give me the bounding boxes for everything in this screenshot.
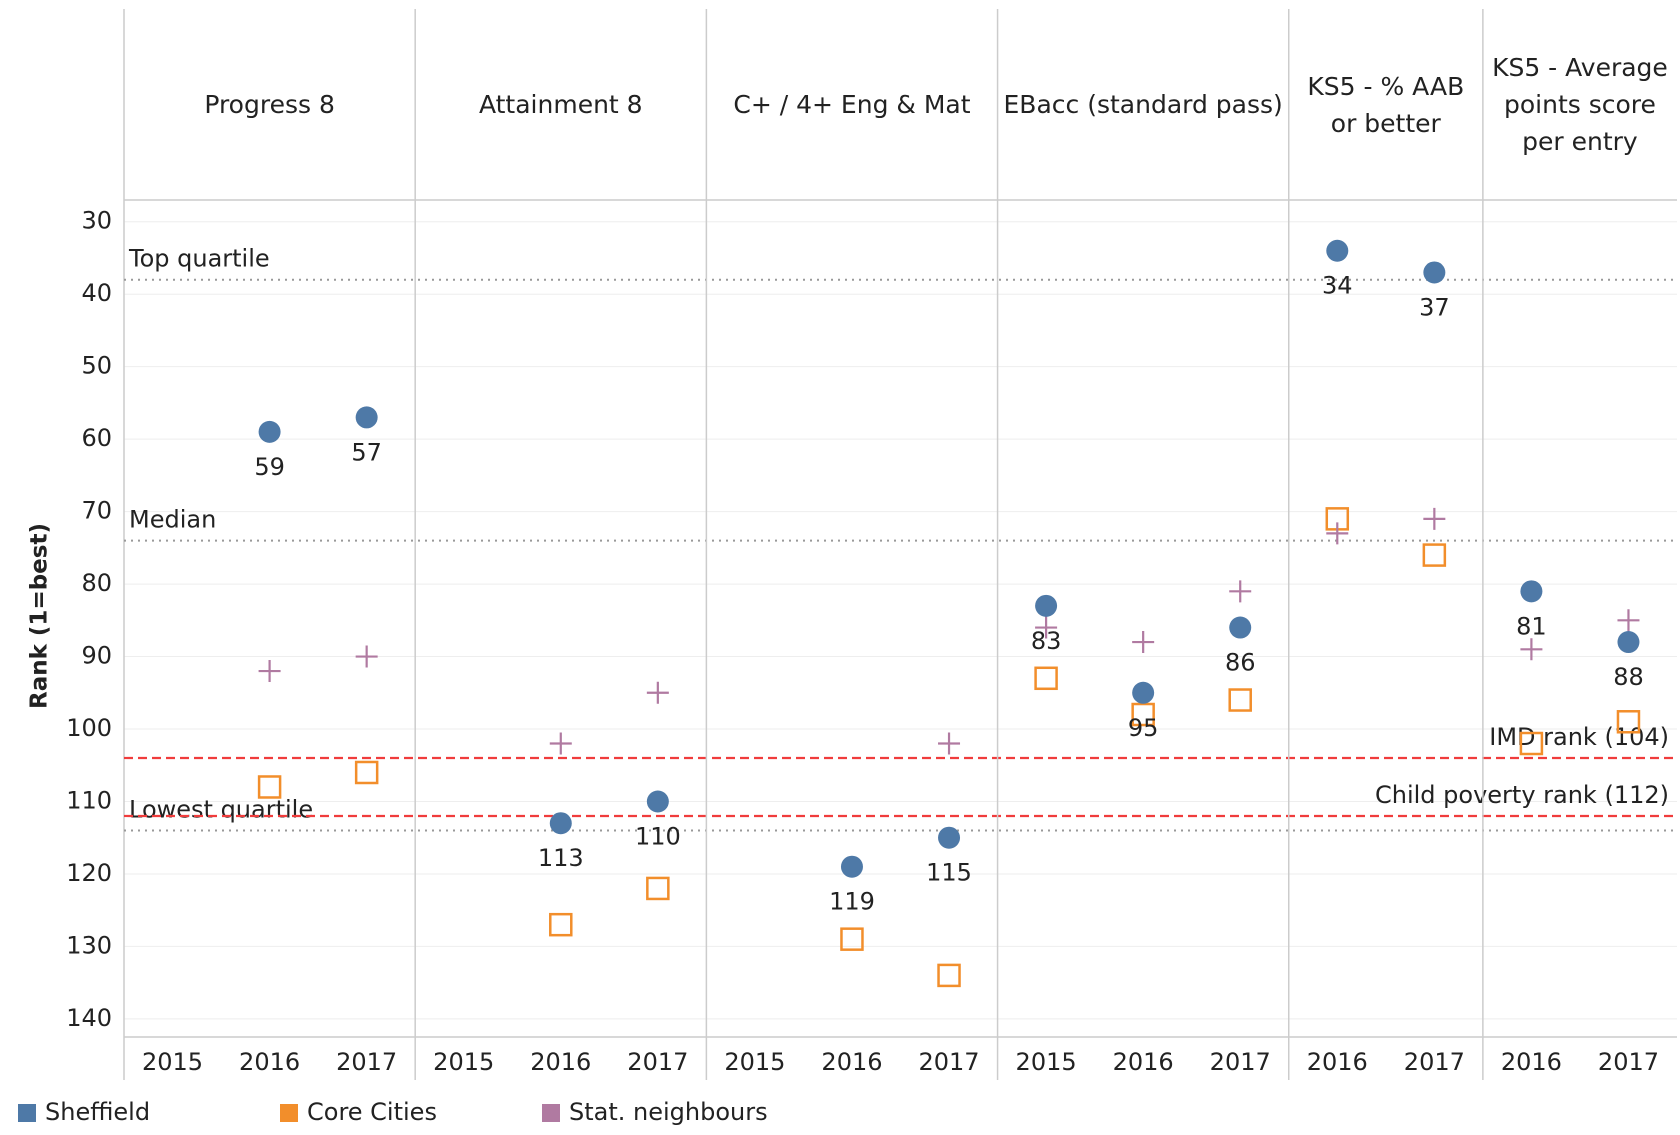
data-label: 37: [1419, 293, 1450, 321]
core-cities-marker: [1616, 710, 1641, 734]
x-tick-label: 2016: [530, 1048, 591, 1076]
reference-label: IMD rank (104): [1489, 723, 1669, 751]
y-tick-label: 100: [66, 714, 112, 742]
data-label: 119: [829, 888, 875, 916]
panel-title: C+ / 4+ Eng & Mat: [733, 90, 971, 119]
sheffield-marker: [1617, 631, 1640, 654]
sheffield-marker: [1520, 580, 1543, 603]
legend-label: Core Cities: [307, 1098, 437, 1126]
data-label: 57: [351, 438, 382, 466]
sheffield-marker: [1229, 616, 1252, 639]
sheffield-marker: [1132, 681, 1155, 704]
data-label: 95: [1128, 714, 1159, 742]
data-label: 59: [254, 453, 285, 481]
x-tick-label: 2017: [918, 1048, 979, 1076]
core-cities-marker: [646, 876, 670, 901]
panel-title: KS5 - Average points score per entry: [1492, 53, 1668, 156]
core-cities-marker: [1034, 666, 1058, 691]
panel-title: KS5 - % AAB or better: [1307, 71, 1465, 138]
stat-neighbours-marker: [938, 732, 961, 755]
x-tick-label: 2015: [1016, 1048, 1077, 1076]
sheffield-marker: [646, 790, 669, 813]
sheffield-marker: [1423, 261, 1446, 284]
data-label: 34: [1322, 272, 1353, 300]
legend-swatch: [280, 1104, 298, 1122]
stat-neighbours-marker: [1617, 609, 1640, 632]
x-tick-label: 2016: [1501, 1048, 1562, 1076]
sheffield-marker: [840, 855, 863, 878]
sheffield-marker: [258, 420, 281, 443]
stat-neighbours-marker: [646, 681, 669, 704]
x-tick-label: 2017: [1210, 1048, 1271, 1076]
stat-neighbours-marker: [355, 645, 378, 668]
data-label: 113: [538, 844, 584, 872]
reference-label: Child poverty rank (112): [1375, 781, 1669, 809]
y-tick-label: 80: [81, 569, 112, 597]
data-label: 86: [1225, 649, 1256, 677]
reference-label: Median: [129, 506, 216, 534]
core-cities-marker: [1519, 731, 1544, 756]
stat-neighbours-marker: [1326, 522, 1349, 545]
core-cities-marker: [354, 760, 379, 785]
sheffield-marker: [1326, 239, 1349, 262]
core-cities-marker: [840, 927, 864, 951]
y-tick-label: 40: [81, 279, 112, 307]
legend-label: Stat. neighbours: [569, 1098, 768, 1126]
x-tick-label: 2016: [1113, 1048, 1174, 1076]
y-tick-label: 60: [81, 424, 112, 452]
stat-neighbours-marker: [258, 660, 281, 683]
y-tick-label: 120: [66, 859, 112, 887]
data-label: 81: [1516, 612, 1547, 640]
data-label: 83: [1031, 627, 1062, 655]
stat-neighbours-marker: [1520, 638, 1543, 661]
y-tick-label: 30: [81, 207, 112, 235]
stat-neighbours-marker: [1229, 580, 1252, 603]
core-cities-marker: [257, 775, 282, 799]
stat-neighbours-marker: [1423, 507, 1446, 530]
y-tick-label: 70: [81, 497, 112, 525]
y-tick-label: 110: [66, 786, 112, 814]
x-tick-label: 2017: [1404, 1048, 1465, 1076]
core-cities-marker: [937, 963, 961, 988]
x-tick-label: 2015: [724, 1048, 785, 1076]
stat-neighbours-marker: [1132, 631, 1155, 654]
data-label: 115: [926, 859, 972, 887]
x-tick-label: 2017: [1598, 1048, 1659, 1076]
y-tick-label: 130: [66, 931, 112, 959]
sheffield-marker: [938, 826, 961, 849]
x-tick-label: 2017: [627, 1048, 688, 1076]
legend-label: Sheffield: [45, 1098, 150, 1126]
x-tick-label: 2016: [1307, 1048, 1368, 1076]
stat-neighbours-marker: [1035, 616, 1058, 639]
x-tick-label: 2016: [239, 1048, 300, 1076]
reference-label: Top quartile: [128, 245, 270, 273]
legend-swatch: [18, 1104, 36, 1122]
y-tick-label: 140: [66, 1004, 112, 1032]
data-label: 110: [635, 822, 681, 850]
sheffield-marker: [549, 812, 572, 835]
core-cities-marker: [1228, 688, 1252, 712]
stat-neighbours-marker: [549, 732, 572, 755]
x-tick-label: 2015: [142, 1048, 203, 1076]
x-tick-label: 2016: [821, 1048, 882, 1076]
y-axis-title: Rank (1=best): [27, 523, 53, 709]
panel-title: Attainment 8: [478, 90, 643, 119]
legend-swatch: [542, 1104, 560, 1122]
core-cities-marker: [1131, 702, 1155, 727]
x-tick-label: 2015: [433, 1048, 494, 1076]
sheffield-marker: [1035, 594, 1058, 617]
reference-label: Lowest quartile: [129, 795, 313, 823]
core-cities-marker: [549, 912, 573, 937]
panel-title: Progress 8: [204, 90, 335, 119]
core-cities-marker: [1422, 543, 1447, 567]
y-tick-label: 90: [81, 642, 112, 670]
sheffield-marker: [355, 406, 378, 429]
panel-title: EBacc (standard pass): [1003, 90, 1283, 119]
y-tick-label: 50: [81, 352, 112, 380]
x-tick-label: 2017: [336, 1048, 397, 1076]
data-label: 88: [1613, 663, 1644, 691]
